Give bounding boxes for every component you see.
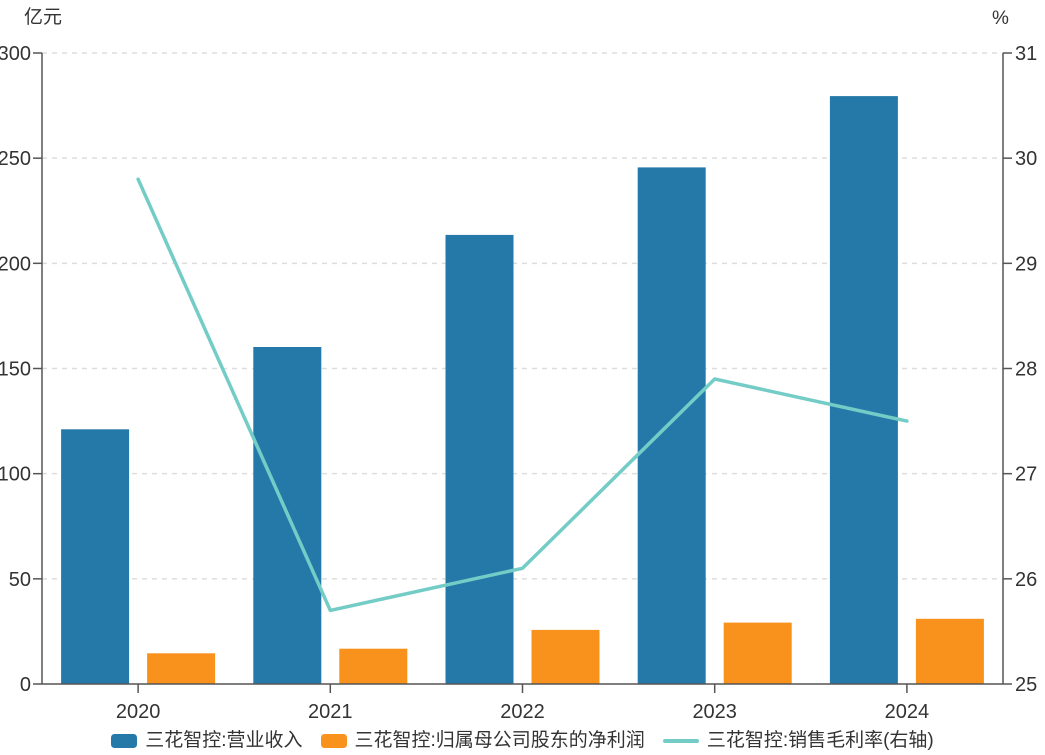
right-tick-label: 31 [1015,43,1037,65]
right-tick-label: 30 [1015,148,1037,170]
axis-labels: 0 50 100 150 200 250 300 25 26 27 28 29 30 31 2020 2021… [0,43,1037,723]
legend-label-gross-margin: 三花智控:销售毛利率(右轴) [706,730,934,751]
legend-item-revenue[interactable]: 三花智控:营业收入 [111,730,303,752]
right-tick-label: 28 [1015,359,1037,381]
revenue-bar-swatch-icon [111,734,138,748]
bar-2021 [339,648,408,684]
left-axis-unit-label: 亿元 [24,7,63,28]
bar-2020 [147,653,216,684]
right-tick-label: 25 [1015,674,1037,696]
axes [33,52,1012,693]
x-tick-label: 2021 [308,701,353,723]
legend-label-net-profit: 三花智控:归属母公司股东的净利润 [354,730,645,751]
left-tick-label: 50 [9,569,31,591]
bar-2023 [723,622,792,684]
left-tick-label: 200 [0,253,31,275]
left-tick-label: 0 [20,674,31,696]
gross-margin-line [136,177,909,613]
legend-label-revenue: 三花智控:营业收入 [145,730,303,751]
legend-item-net-profit[interactable]: 三花智控:归属母公司股东的净利润 [320,730,645,752]
right-tick-label: 29 [1015,253,1037,275]
right-axis-unit-label: % [992,8,1009,29]
x-tick-label: 2022 [500,701,545,723]
gross-margin-line-swatch-icon [662,739,699,743]
bar-2023 [637,167,706,684]
chart-legend: 三花智控:营业收入 三花智控:归属母公司股东的净利润 三花智控:销售毛利率(右轴… [0,729,1045,753]
net-profit-bar-swatch-icon [320,734,347,748]
bar-2024 [829,96,898,685]
x-tick-label: 2023 [692,701,737,723]
bar-series-1 [147,618,984,684]
x-tick-label: 2024 [885,701,930,723]
right-tick-label: 26 [1015,569,1037,591]
right-tick-label: 27 [1015,464,1037,486]
left-tick-label: 100 [0,464,31,486]
left-tick-label: 250 [0,148,31,170]
bar-2020 [61,429,130,684]
legend-item-gross-margin[interactable]: 三花智控:销售毛利率(右轴) [662,730,934,752]
bar-2022 [531,629,600,684]
left-tick-label: 300 [0,43,31,65]
left-tick-label: 150 [0,359,31,381]
x-tick-label: 2020 [116,701,161,723]
bar-2024 [915,618,984,684]
combo-chart-plot: 0 50 100 150 200 250 300 25 26 27 28 29 30 31 2020 2021… [0,43,1037,723]
bar-2022 [445,234,514,684]
